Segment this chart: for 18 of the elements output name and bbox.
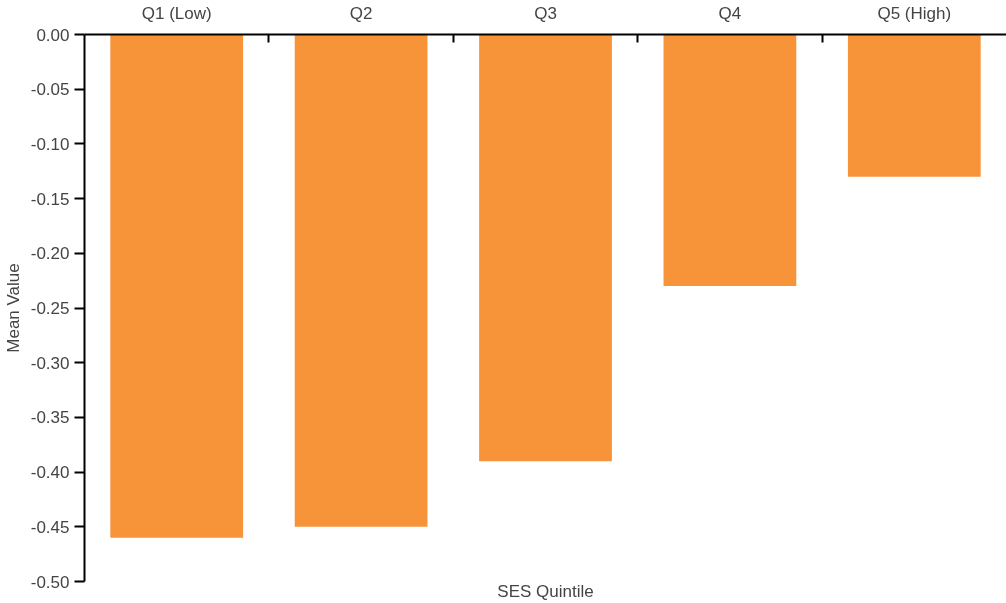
y-tick-label: -0.20 bbox=[30, 244, 70, 264]
y-tick-label: -0.10 bbox=[30, 134, 70, 154]
y-tick-label: -0.30 bbox=[30, 353, 70, 373]
y-tick-label: -0.45 bbox=[30, 517, 70, 537]
y-tick-label: 0.00 bbox=[36, 25, 70, 45]
y-tick-label: -0.50 bbox=[30, 572, 70, 592]
x-tick-label: Q4 bbox=[718, 3, 742, 23]
y-tick-label: -0.05 bbox=[30, 80, 70, 100]
x-tick-label: Q1 (Low) bbox=[141, 3, 212, 23]
y-tick-label: -0.40 bbox=[30, 463, 70, 483]
y-axis-title: Mean Value bbox=[3, 263, 23, 353]
x-tick-label: Q3 bbox=[534, 3, 557, 23]
x-tick-label: Q2 bbox=[349, 3, 373, 23]
y-tick-label: -0.15 bbox=[30, 189, 70, 209]
x-tick-label: Q5 (High) bbox=[877, 3, 952, 23]
y-tick-label: -0.35 bbox=[30, 408, 70, 428]
y-tick-label: -0.25 bbox=[30, 299, 70, 318]
x-axis-title: SES Quintile bbox=[497, 581, 594, 601]
